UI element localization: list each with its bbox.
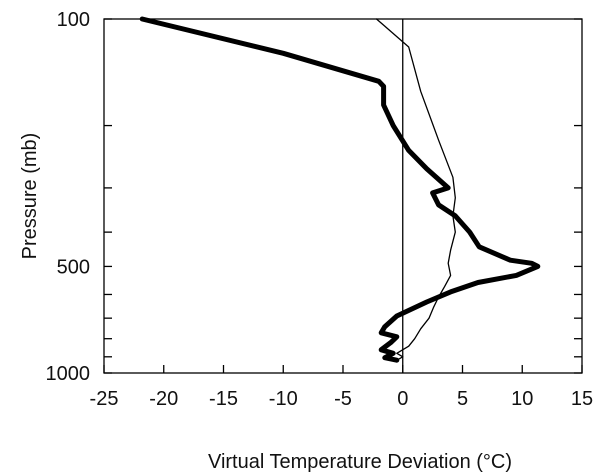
x-tick-label: 5 — [457, 388, 468, 410]
series-group — [139, 16, 541, 363]
series-line-thick — [139, 16, 541, 363]
x-axis-title: Virtual Temperature Deviation (°C) — [208, 451, 512, 473]
y-tick-label: 500 — [57, 256, 90, 278]
x-tick-label: 15 — [571, 388, 593, 410]
y-tick-label: 100 — [57, 9, 90, 31]
x-tick-label: 0 — [397, 388, 408, 410]
x-tick-label: -10 — [269, 388, 298, 410]
series-line-thin — [375, 18, 456, 361]
x-tick-label: -20 — [149, 388, 178, 410]
x-tick-label: -25 — [90, 388, 119, 410]
y-ticks — [104, 18, 582, 374]
y-tick-labels: 100 500 1000 — [46, 9, 91, 385]
x-tick-label: -5 — [334, 388, 352, 410]
y-tick-label: 1000 — [46, 363, 91, 385]
x-tick-label: -15 — [209, 388, 238, 410]
x-ticks — [103, 365, 583, 373]
y-axis-title: Pressure (mb) — [19, 133, 41, 260]
x-tick-label: 10 — [511, 388, 533, 410]
x-tick-labels: -25 -20 -15 -10 -5 0 5 10 15 — [90, 388, 594, 410]
